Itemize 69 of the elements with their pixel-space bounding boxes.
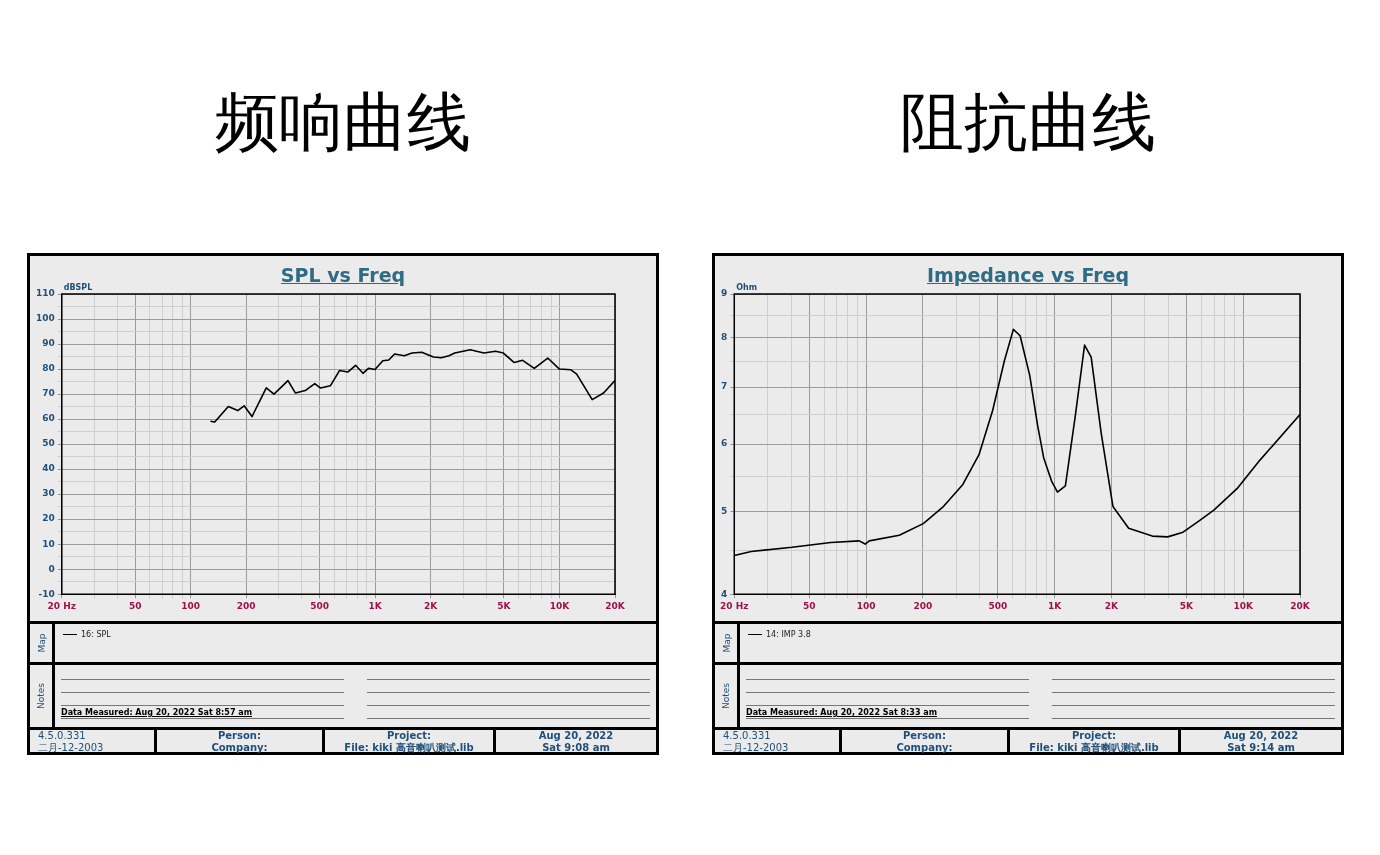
x-tick-label: 1K	[1048, 600, 1063, 611]
x-tick-label: 100	[856, 600, 876, 611]
x-tick-label: 50	[803, 600, 816, 611]
y-tick-label: 50	[42, 438, 55, 449]
y-axis-title: dBSPL	[63, 283, 93, 293]
y-tick-label: 10	[42, 538, 55, 549]
text: 4.5.0.331	[38, 730, 87, 742]
x-tick-label: 200	[913, 600, 933, 611]
y-tick-label: 40	[42, 463, 55, 474]
y-tick-label: 7	[721, 381, 728, 392]
x-tick-label: 10K	[549, 600, 571, 611]
y-tick-label: 4	[721, 588, 728, 599]
text: Notes	[720, 683, 732, 709]
text: Person:	[217, 730, 262, 742]
y-tick-label: 30	[42, 488, 55, 499]
y-tick-label: 100	[35, 313, 55, 324]
text: Project:	[385, 730, 433, 742]
y-tick-label: 110	[35, 288, 55, 299]
text: Aug 20, 2022	[1222, 730, 1300, 742]
text: Notes	[35, 683, 47, 709]
x-tick-label: 20 Hz	[720, 600, 749, 611]
y-tick-label: 6	[721, 438, 728, 449]
y-tick-label: 0	[48, 563, 55, 574]
text: Map	[35, 633, 47, 653]
x-tick-label: 20K	[1290, 600, 1311, 611]
chart-subtitle: SPL vs Freq	[280, 264, 406, 286]
y-tick-label: 70	[42, 388, 55, 399]
x-tick-label: 500	[988, 600, 1008, 611]
y-tick-label: 5	[721, 505, 728, 516]
text: Sat 9:14 am	[1226, 742, 1296, 754]
text: Company:	[210, 742, 269, 754]
text: Project:	[1070, 730, 1118, 742]
y-tick-label: 8	[721, 331, 728, 342]
text: Person:	[902, 730, 947, 742]
text: Data Measured: Aug 20, 2022 Sat 8:33 am	[746, 708, 937, 717]
x-tick-label: 100	[181, 600, 201, 611]
y-tick-label: 60	[42, 413, 55, 424]
text: 二月-12-2003	[38, 742, 105, 754]
text: Company:	[895, 742, 954, 754]
legend-label: 14: IMP 3.8	[766, 630, 811, 639]
chart-title: 频响曲线	[214, 84, 472, 161]
y-tick-label: 9	[721, 288, 728, 299]
y-axis-title: Ohm	[736, 283, 758, 293]
y-tick-label: 20	[42, 513, 55, 524]
y-tick-label: 80	[42, 363, 55, 374]
x-tick-label: 10K	[1233, 600, 1255, 611]
text: 二月-12-2003	[723, 742, 790, 754]
text: Map	[720, 633, 732, 653]
x-tick-label: 500	[310, 600, 329, 611]
legend-label: 16: SPL	[81, 630, 111, 639]
x-tick-label: 5K	[497, 600, 512, 611]
x-tick-label: 200	[236, 600, 256, 611]
text: Sat 9:08 am	[541, 742, 611, 754]
x-tick-label: 20K	[605, 600, 626, 611]
x-tick-label: 2K	[423, 600, 439, 611]
y-tick-label: 90	[42, 338, 55, 349]
y-tick-label: -10	[38, 588, 55, 599]
x-tick-label: 1K	[368, 600, 383, 611]
text: 4.5.0.331	[723, 730, 772, 742]
chart-title: 阻抗曲线	[899, 84, 1157, 161]
x-tick-label: 50	[128, 600, 142, 611]
x-tick-label: 20 Hz	[47, 600, 77, 611]
x-tick-label: 2K	[1104, 600, 1120, 611]
chart-subtitle: Impedance vs Freq	[927, 264, 1129, 286]
text: File: kiki 高音喇叭测试.lib	[1028, 742, 1160, 754]
text: Aug 20, 2022	[537, 730, 615, 742]
x-tick-label: 5K	[1179, 600, 1195, 611]
text: File: kiki 高音喇叭测试.lib	[343, 742, 475, 754]
text: Data Measured: Aug 20, 2022 Sat 8:57 am	[61, 708, 252, 717]
